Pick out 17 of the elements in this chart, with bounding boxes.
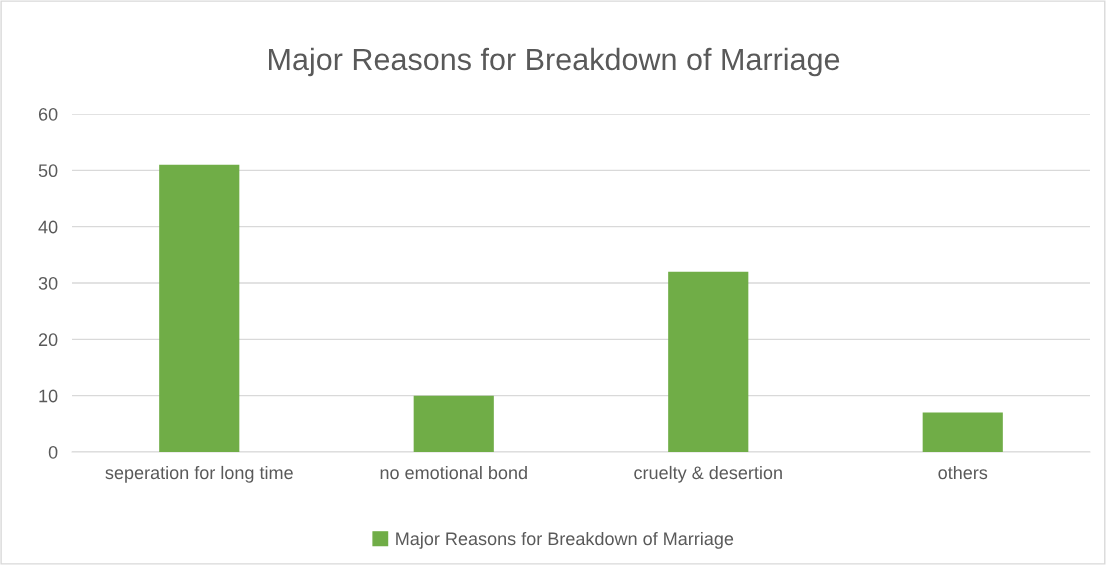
y-tick-label: 40: [38, 220, 58, 234]
y-tick-label: 10: [39, 389, 58, 403]
x-tick-label: others: [938, 465, 988, 480]
bar: [922, 412, 1003, 452]
chart-title: Major Reasons for Breakdown of Marriage: [269, 47, 840, 77]
x-tick-label: seperation for long time: [105, 465, 293, 483]
y-tick-label: 20: [38, 333, 58, 347]
bar: [413, 395, 494, 452]
y-tick-label: 50: [38, 164, 58, 178]
y-tick-label: 0: [48, 445, 58, 459]
x-tick-label: cruelty & desertion: [634, 465, 782, 483]
legend-label: Major Reasons for Breakdown of Marriage: [396, 531, 734, 549]
y-tick-label: 60: [38, 107, 58, 121]
y-tick-label: 30: [38, 276, 58, 290]
bar: [668, 271, 749, 452]
bar: [159, 164, 240, 452]
x-tick-label: no emotional bond: [380, 465, 527, 480]
